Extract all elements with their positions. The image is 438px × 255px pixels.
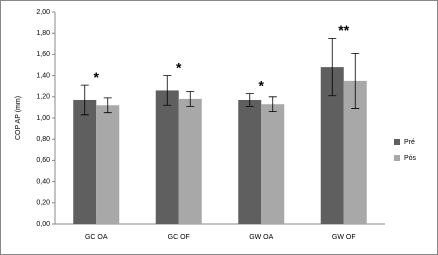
y-tick-label: 1,40 xyxy=(36,72,50,79)
error-bar xyxy=(245,93,254,107)
y-tick-label: 0,40 xyxy=(36,178,50,185)
annotation: * xyxy=(176,59,182,75)
annotation: * xyxy=(259,77,265,93)
bar xyxy=(238,99,262,224)
y-tick-label: 0,00 xyxy=(36,221,50,228)
legend-label: Pré xyxy=(404,139,415,146)
y-tick-label: 0,20 xyxy=(36,200,50,207)
y-tick-label: 1,80 xyxy=(36,30,50,37)
legend-swatch xyxy=(394,155,400,161)
bar xyxy=(73,99,97,224)
error-bar xyxy=(268,96,277,113)
error-bar xyxy=(163,75,172,106)
bar xyxy=(155,90,179,224)
y-tick-label: 1,20 xyxy=(36,94,50,101)
x-tick-label: GC OF xyxy=(168,234,190,241)
y-tick-label: 1,00 xyxy=(36,115,50,122)
annotation: * xyxy=(94,69,100,85)
x-tick-label: GW OF xyxy=(332,234,356,241)
annotation: ** xyxy=(338,22,349,38)
y-tick-label: 0,60 xyxy=(36,157,50,164)
error-bar xyxy=(186,91,195,107)
y-tick-label: 1,60 xyxy=(36,51,50,58)
bar xyxy=(178,98,202,224)
bar xyxy=(96,105,120,224)
x-tick-label: GC OA xyxy=(85,234,108,241)
legend-swatch xyxy=(394,139,400,145)
bar xyxy=(320,67,344,225)
y-axis-label: COP AP (mm) xyxy=(15,96,22,140)
y-tick-label: 2,00 xyxy=(36,9,50,16)
x-tick-label: GW OA xyxy=(249,234,273,241)
error-bar xyxy=(103,97,112,114)
bar xyxy=(343,80,367,225)
y-tick-label: 0,80 xyxy=(36,136,50,143)
error-bar xyxy=(80,84,89,116)
bar xyxy=(261,104,285,224)
legend-label: Pós xyxy=(404,155,417,162)
error-bar xyxy=(328,38,337,97)
error-bar xyxy=(351,52,360,109)
